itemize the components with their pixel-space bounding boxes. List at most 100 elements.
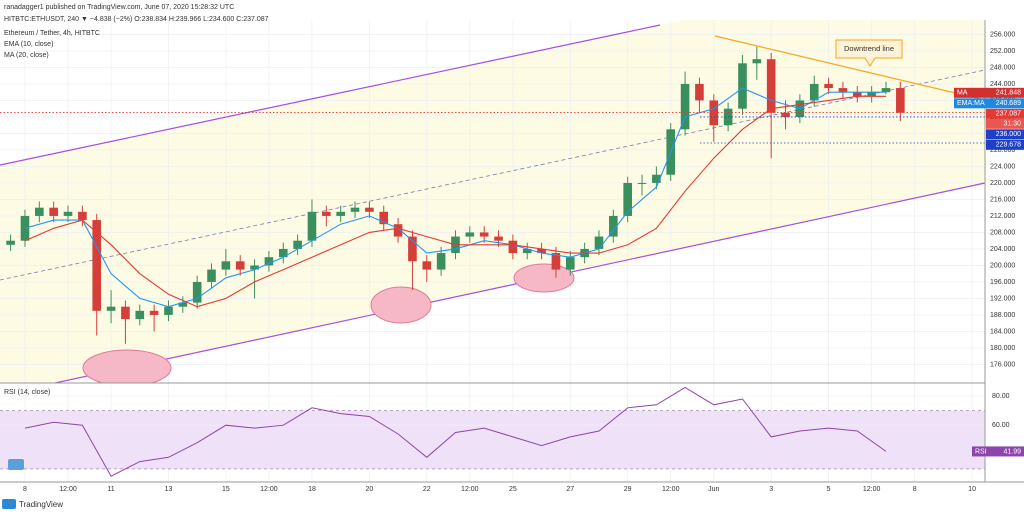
y-tick-label: 208.000: [990, 229, 1015, 236]
indicator-line: [24, 87, 886, 308]
candle-body: [192, 281, 202, 303]
x-tick-label: 20: [365, 486, 373, 493]
candle-body: [178, 302, 188, 307]
candle-body: [752, 59, 762, 64]
candle-body: [149, 310, 159, 315]
legend-title: Ethereum / Tether, 4h, HITBTC: [4, 30, 100, 37]
price-badge: [954, 98, 1024, 109]
x-tick-label: 25: [509, 486, 517, 493]
candle-body: [221, 261, 231, 270]
x-tick-label: 18: [308, 486, 316, 493]
price-badge-name: EMA:MA: [957, 100, 985, 107]
rsi-pane: [24, 386, 887, 477]
candle-body: [623, 182, 632, 216]
downtrend-line: [714, 35, 985, 101]
candle-body: [494, 236, 503, 241]
legend-entry: EMA (10, close): [4, 41, 53, 48]
x-tick-label: 15: [222, 486, 230, 493]
candle-body: [135, 310, 145, 320]
rsi-band: [0, 410, 985, 469]
y-tick-label: 216.000: [990, 196, 1015, 203]
candle-body: [164, 306, 173, 315]
x-tick-label: 22: [423, 486, 431, 493]
rsi-title: RSI (14, close): [4, 389, 50, 396]
price-badge: [986, 139, 1024, 150]
candle-body: [809, 83, 819, 101]
legend-entry: MA (20, close): [4, 52, 49, 59]
candle-body: [680, 83, 690, 130]
y-tick-label: 204.000: [990, 246, 1015, 253]
y-tick-label: 256.000: [990, 31, 1015, 38]
candle-body: [322, 211, 331, 216]
countdown: 31:30: [1003, 121, 1021, 128]
candle-body: [365, 207, 374, 212]
x-tick-label: 11: [107, 486, 114, 493]
candle-body: [508, 240, 518, 254]
y-tick-label: 212.000: [990, 213, 1015, 220]
y-tick-label: 220.000: [990, 180, 1015, 187]
candle-body: [852, 92, 862, 97]
price-badge: [954, 87, 1024, 98]
channel: [0, 20, 985, 383]
y-tick-label: 188.000: [990, 312, 1015, 319]
x-tick-label: 13: [165, 486, 173, 493]
candle-body: [709, 100, 719, 126]
x-tick-label: 12:00: [260, 486, 278, 493]
candle-body: [78, 211, 87, 221]
y-tick-label: 196.000: [990, 279, 1015, 286]
price-badge-value: 237.087: [996, 111, 1021, 118]
candle-body: [652, 174, 661, 183]
candle-body: [838, 88, 848, 93]
candle-body: [92, 220, 102, 311]
x-tick-label: 10: [968, 486, 976, 493]
x-tick-label: Jun: [708, 486, 719, 493]
candle-body: [422, 261, 432, 270]
candle-body: [781, 112, 790, 117]
candle-body: [350, 207, 360, 212]
candle-body: [479, 232, 489, 237]
y-tick-label: 184.000: [990, 328, 1015, 335]
candle-body: [121, 306, 130, 320]
candle-body: [881, 88, 891, 93]
x-tick-label: 29: [624, 486, 632, 493]
candle-body: [235, 261, 245, 270]
price-badge-name: MA: [957, 90, 968, 97]
candle-body: [106, 306, 116, 311]
support-ellipse: [82, 349, 172, 383]
rsi-line: [24, 386, 887, 477]
logo-icon: [8, 459, 24, 470]
candle-body: [336, 211, 345, 216]
price-badge-value: 236.000: [996, 131, 1021, 138]
y-tick-label: 192.000: [990, 295, 1015, 302]
price-badge: [986, 108, 1024, 119]
callout-text: Downtrend line: [844, 44, 894, 53]
price-badge-value: 229.678: [996, 142, 1021, 149]
rsi-badge-name: RSI: [975, 448, 987, 455]
x-tick-label: 12:00: [461, 486, 479, 493]
candle-body: [824, 83, 833, 89]
x-tick-label: 8: [23, 486, 27, 493]
candle-body: [436, 253, 446, 270]
price-badge-value: 240.689: [996, 100, 1021, 107]
x-tick-label: 27: [566, 486, 574, 493]
publisher: ranadagger1 published on TradingView.com…: [4, 4, 234, 11]
x-tick-label: 12:00: [863, 486, 881, 493]
candle-body: [766, 59, 776, 113]
price-badge: [986, 129, 1024, 140]
candle-body: [293, 240, 302, 249]
candle-body: [207, 269, 216, 282]
candle-body: [522, 248, 532, 254]
candle-body: [379, 211, 389, 225]
candle-body: [20, 215, 30, 241]
candle-body: [896, 88, 905, 113]
x-tick-label: 8: [913, 486, 917, 493]
candle-body: [537, 248, 546, 254]
candle-body: [695, 83, 704, 101]
candle-body: [609, 215, 618, 237]
indicator-line: [24, 95, 886, 308]
candle-body: [738, 63, 747, 109]
support-ellipse: [370, 286, 432, 324]
x-tick-label: 5: [827, 486, 831, 493]
x-tick-label: 12:00: [59, 486, 77, 493]
